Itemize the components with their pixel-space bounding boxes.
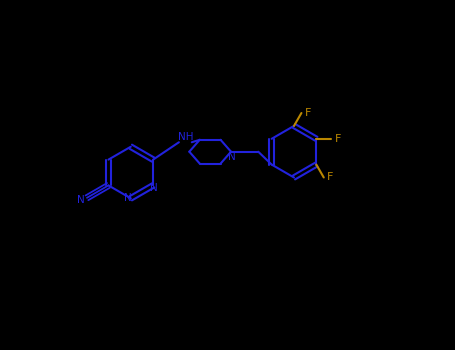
Text: F: F <box>305 108 311 118</box>
Text: N: N <box>76 195 84 205</box>
Text: F: F <box>327 173 334 182</box>
Text: N: N <box>228 152 235 162</box>
Text: N: N <box>124 193 131 203</box>
Text: F: F <box>334 134 341 144</box>
Text: NH: NH <box>177 132 193 142</box>
Text: N: N <box>150 183 157 193</box>
